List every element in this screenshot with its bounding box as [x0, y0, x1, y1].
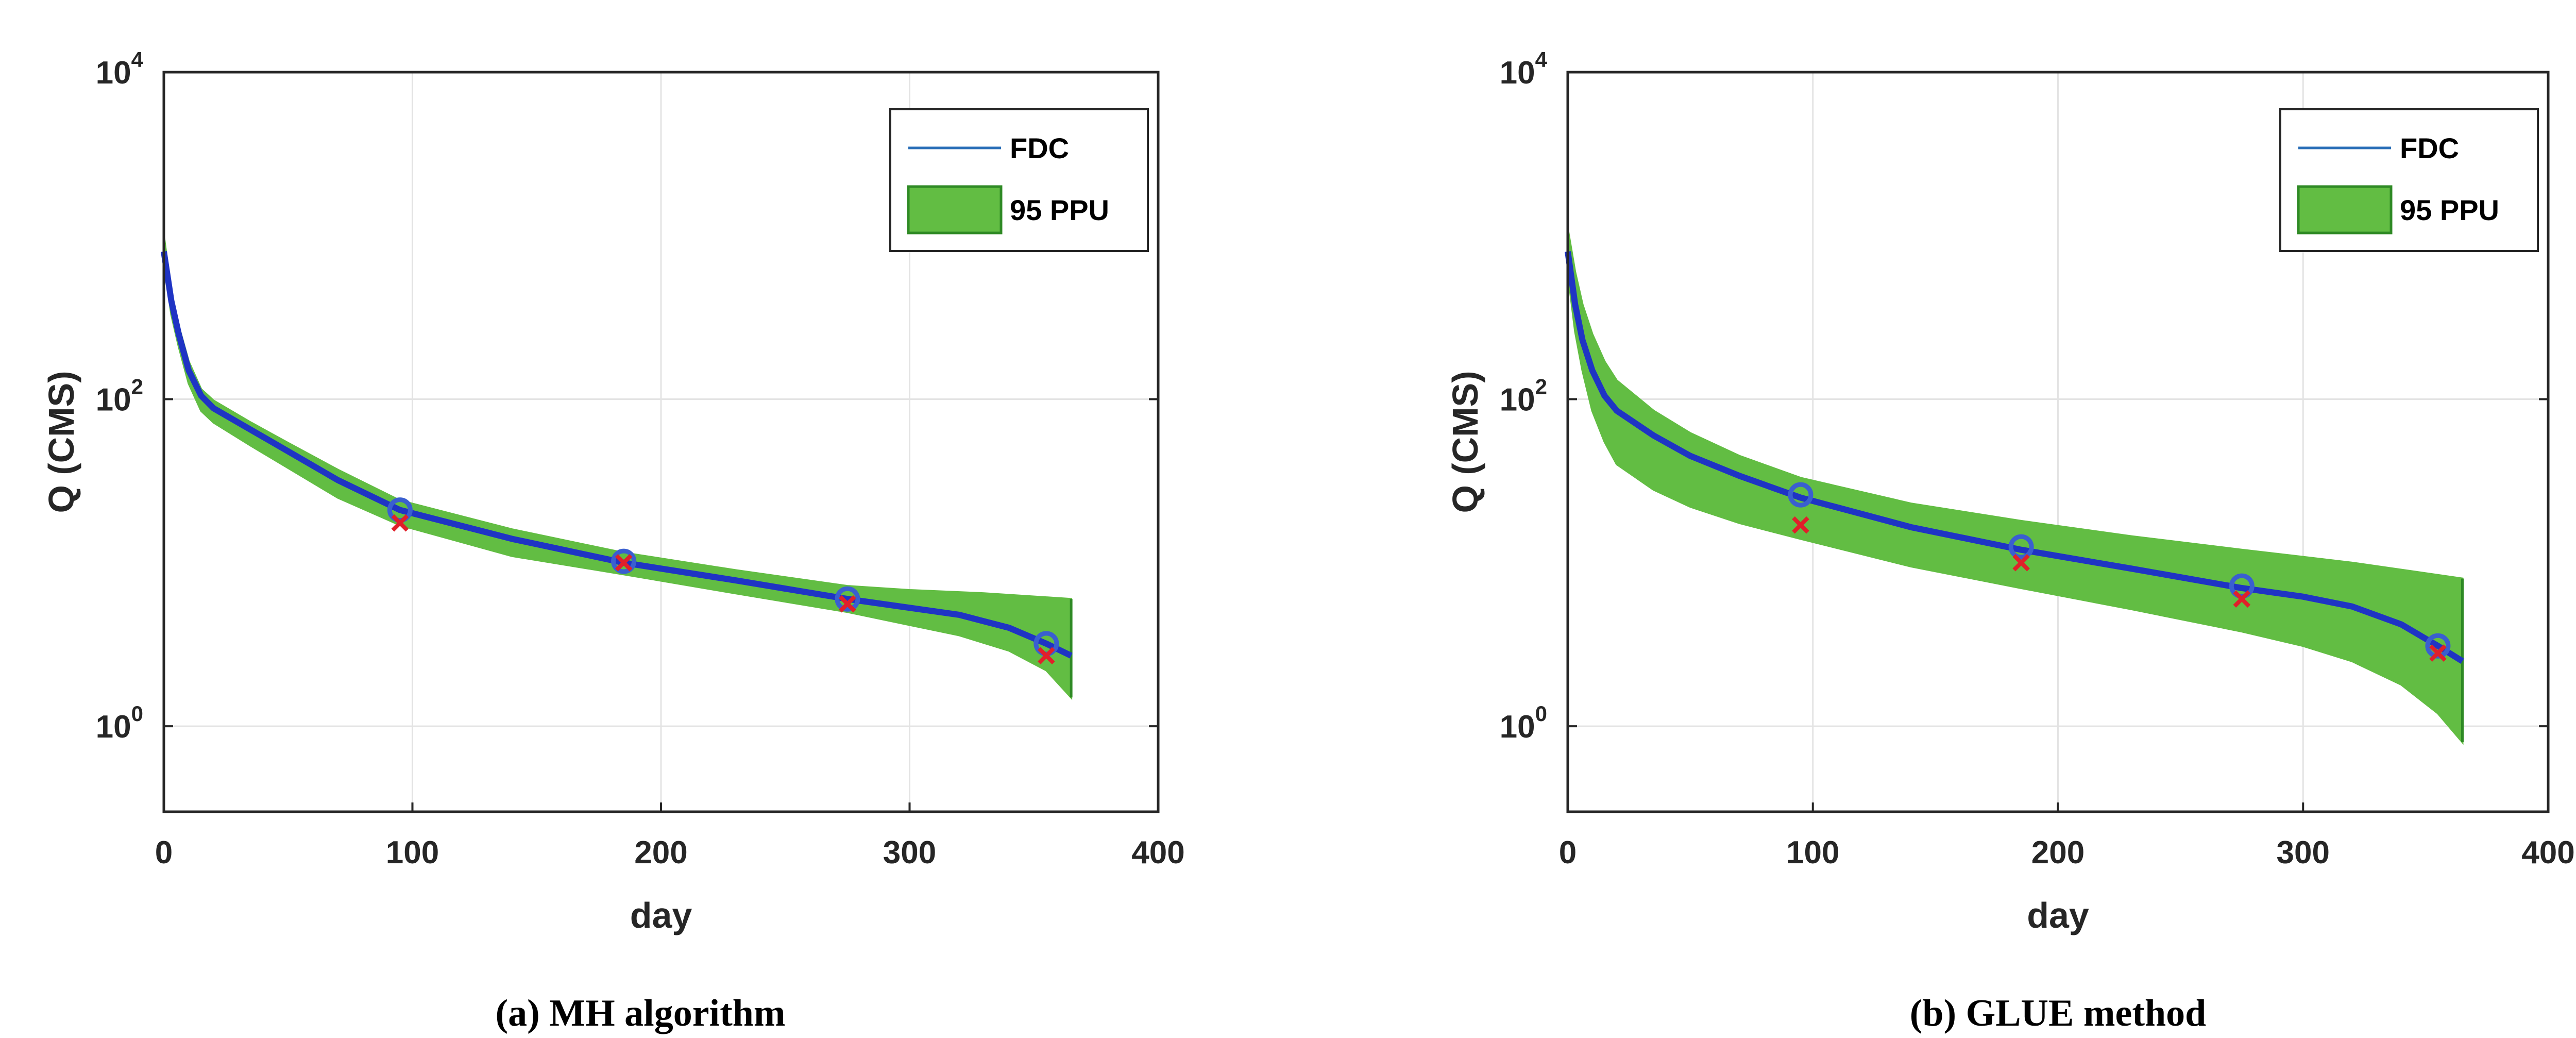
- legend-ppu-swatch: [2297, 185, 2393, 235]
- x-axis-label: day: [630, 895, 692, 935]
- x-tick-label: 100: [386, 835, 439, 870]
- y-axis-label: Q (CMS): [41, 371, 81, 513]
- y-tick-label: 104: [1500, 47, 1548, 91]
- observed-x-marker: [1792, 516, 1809, 534]
- observed-x-marker: [1038, 647, 1055, 665]
- y-tick-label: 104: [96, 47, 144, 91]
- y-tick-exponent: 2: [131, 375, 143, 399]
- y-tick-exponent: 4: [1535, 47, 1548, 72]
- x-tick-label: 100: [1786, 835, 1839, 870]
- observed-x-marker: [391, 514, 409, 532]
- ppu-band: [163, 236, 1073, 700]
- y-axis-label: Q (CMS): [1445, 371, 1485, 513]
- axes-frame: [162, 71, 1160, 813]
- y-tick-exponent: 0: [1535, 701, 1547, 726]
- y-tick-exponent: 4: [131, 47, 144, 72]
- observed-x-marker: [2233, 590, 2251, 608]
- observed-x-marker: [839, 595, 856, 613]
- x-tick-label: 400: [1131, 835, 1184, 870]
- x-tick-label: 400: [2521, 835, 2574, 870]
- legend-fdc-label: FDC: [1010, 132, 1069, 164]
- x-tick-label: 200: [2031, 835, 2084, 870]
- x-tick-label: 0: [155, 835, 173, 870]
- legend-ppu-swatch: [907, 185, 1003, 235]
- subfigure-caption: (a) MH algorithm: [495, 992, 785, 1034]
- x-tick-label: 200: [634, 835, 687, 870]
- fdc-marker-circle: [1788, 482, 1814, 508]
- ppu-band: [1567, 228, 2464, 745]
- axes-frame: [1566, 71, 2550, 813]
- fdc-line: [1565, 251, 2464, 664]
- fdc-marker-circle: [835, 586, 860, 612]
- y-tick-label: 102: [96, 375, 143, 418]
- observed-x-marker: [2429, 644, 2447, 662]
- legend-fdc-label: FDC: [2400, 132, 2459, 164]
- fdc-line: [161, 251, 1073, 659]
- subfigure-caption: (b) GLUE method: [1910, 992, 2207, 1034]
- y-tick-label: 102: [1500, 375, 1547, 418]
- observed-x-marker: [2012, 554, 2030, 572]
- y-tick-label: 100: [96, 701, 143, 745]
- x-tick-label: 300: [2277, 835, 2330, 870]
- fdc-marker-circle: [611, 548, 637, 574]
- observed-x-marker: [615, 554, 633, 572]
- legend-ppu-label: 95 PPU: [1010, 194, 1109, 226]
- fdc-marker-circle: [2425, 633, 2451, 659]
- x-axis-label: day: [2027, 895, 2089, 935]
- y-tick-label: 100: [1500, 701, 1547, 745]
- y-tick-exponent: 0: [131, 701, 143, 726]
- y-tick-exponent: 2: [1535, 375, 1547, 399]
- fdc-marker-circle: [2008, 534, 2034, 560]
- x-tick-label: 0: [1559, 835, 1577, 870]
- x-tick-label: 300: [883, 835, 936, 870]
- legend-ppu-label: 95 PPU: [2400, 194, 2499, 226]
